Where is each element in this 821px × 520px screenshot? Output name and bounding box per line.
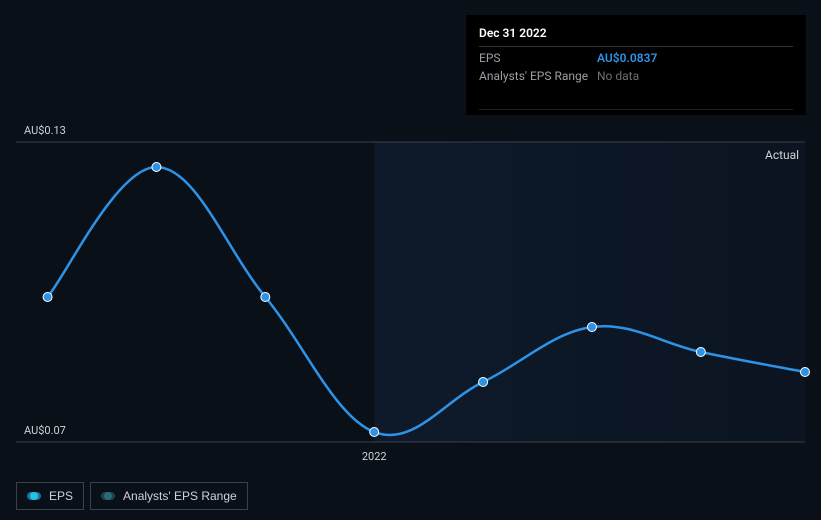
tooltip-row-label: Analysts' EPS Range	[479, 69, 597, 83]
tooltip-row-label: EPS	[479, 51, 597, 65]
chart-legend: EPS Analysts' EPS Range	[16, 482, 248, 510]
eps-chart-stage: { "canvas": { "width": 821, "height": 52…	[0, 0, 821, 520]
tooltip-date: Dec 31 2022	[479, 26, 793, 40]
actual-region-label: Actual	[765, 148, 799, 162]
legend-swatch-icon	[27, 492, 41, 500]
legend-swatch-icon	[101, 492, 115, 500]
legend-item-analysts-range[interactable]: Analysts' EPS Range	[90, 482, 248, 510]
legend-item-eps[interactable]: EPS	[16, 482, 84, 510]
y-axis-max-label: AU$0.13	[24, 124, 66, 137]
legend-item-label: EPS	[49, 489, 73, 503]
tooltip-row-value: AU$0.0837	[597, 51, 657, 65]
x-axis-tick-2022: 2022	[362, 450, 387, 463]
legend-item-label: Analysts' EPS Range	[123, 489, 237, 503]
tooltip-row-value: No data	[597, 69, 639, 83]
chart-tooltip: Dec 31 2022 EPS AU$0.0837 Analysts' EPS …	[466, 15, 806, 115]
y-axis-min-label: AU$0.07	[24, 424, 66, 437]
